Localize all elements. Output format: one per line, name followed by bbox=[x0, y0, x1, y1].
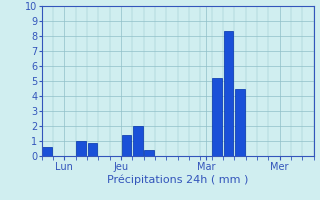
X-axis label: Précipitations 24h ( mm ): Précipitations 24h ( mm ) bbox=[107, 174, 248, 185]
Bar bbox=[224, 31, 233, 156]
Bar bbox=[88, 142, 97, 156]
Bar bbox=[133, 126, 143, 156]
Bar bbox=[235, 88, 245, 156]
Bar bbox=[144, 150, 154, 156]
Bar bbox=[76, 141, 86, 156]
Bar bbox=[43, 147, 52, 156]
Bar bbox=[212, 78, 222, 156]
Bar bbox=[122, 135, 132, 156]
